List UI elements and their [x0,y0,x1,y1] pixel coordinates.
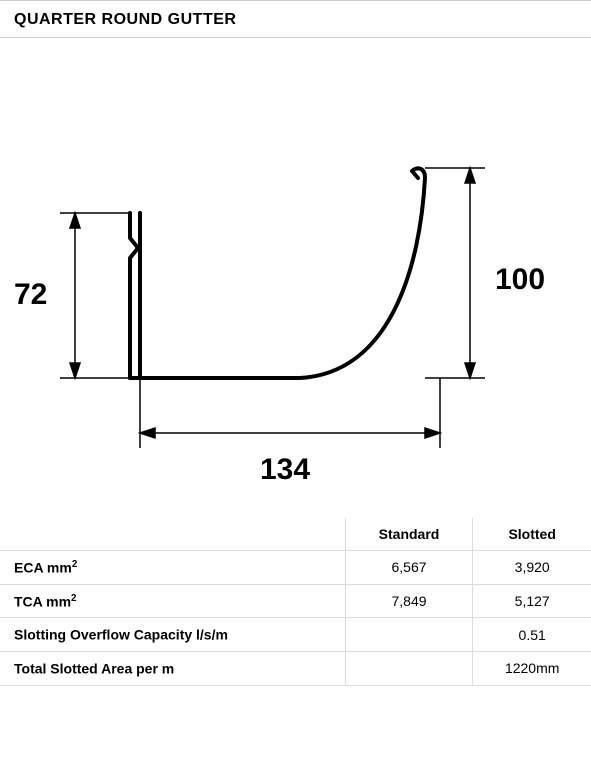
col-slotted: Slotted [473,518,591,551]
spec-table: Standard Slotted ECA mm2 6,567 3,920 TCA… [0,518,591,686]
title-bar: QUARTER ROUND GUTTER [0,0,591,38]
table-row: TCA mm2 7,849 5,127 [0,584,591,618]
cell-standard [345,618,473,652]
table-row: Total Slotted Area per m 1220mm [0,651,591,685]
dim-left-height: 72 [14,278,47,312]
row-label: TCA mm2 [0,584,345,618]
dim-width: 134 [260,453,310,487]
row-label: Slotting Overflow Capacity l/s/m [0,618,345,652]
cell-slotted: 0.51 [473,618,591,652]
cell-standard: 6,567 [345,551,473,585]
col-standard: Standard [345,518,473,551]
page-title: QUARTER ROUND GUTTER [14,11,577,29]
cell-standard [345,651,473,685]
gutter-diagram: 72 100 134 [0,38,591,518]
table-row: ECA mm2 6,567 3,920 [0,551,591,585]
cell-standard: 7,849 [345,584,473,618]
table-row: Slotting Overflow Capacity l/s/m 0.51 [0,618,591,652]
row-label: ECA mm2 [0,551,345,585]
cell-slotted: 5,127 [473,584,591,618]
table-header-row: Standard Slotted [0,518,591,551]
cell-slotted: 3,920 [473,551,591,585]
page-root: QUARTER ROUND GUTTER [0,0,591,686]
col-blank [0,518,345,551]
row-label: Total Slotted Area per m [0,651,345,685]
cell-slotted: 1220mm [473,651,591,685]
dim-right-height: 100 [495,263,545,297]
